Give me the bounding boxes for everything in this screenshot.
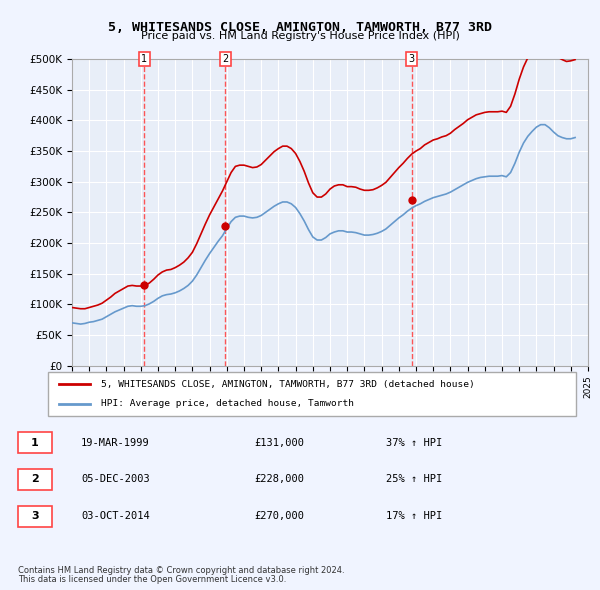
Text: £228,000: £228,000 <box>254 474 304 484</box>
Text: 37% ↑ HPI: 37% ↑ HPI <box>386 438 443 448</box>
Text: 1: 1 <box>31 438 39 448</box>
Text: 5, WHITESANDS CLOSE, AMINGTON, TAMWORTH, B77 3RD: 5, WHITESANDS CLOSE, AMINGTON, TAMWORTH,… <box>108 21 492 34</box>
Text: 1: 1 <box>142 54 148 64</box>
Text: 3: 3 <box>409 54 415 64</box>
FancyBboxPatch shape <box>48 372 576 416</box>
Text: 25% ↑ HPI: 25% ↑ HPI <box>386 474 443 484</box>
Text: 03-OCT-2014: 03-OCT-2014 <box>81 511 150 521</box>
Text: 3: 3 <box>31 511 39 521</box>
Text: £270,000: £270,000 <box>254 511 304 521</box>
Text: Contains HM Land Registry data © Crown copyright and database right 2024.: Contains HM Land Registry data © Crown c… <box>18 566 344 575</box>
Text: 19-MAR-1999: 19-MAR-1999 <box>81 438 150 448</box>
FancyBboxPatch shape <box>18 469 52 490</box>
FancyBboxPatch shape <box>18 506 52 526</box>
FancyBboxPatch shape <box>18 432 52 453</box>
Text: Price paid vs. HM Land Registry's House Price Index (HPI): Price paid vs. HM Land Registry's House … <box>140 31 460 41</box>
Text: 2: 2 <box>31 474 39 484</box>
Text: 05-DEC-2003: 05-DEC-2003 <box>81 474 150 484</box>
Text: 5, WHITESANDS CLOSE, AMINGTON, TAMWORTH, B77 3RD (detached house): 5, WHITESANDS CLOSE, AMINGTON, TAMWORTH,… <box>101 379 475 389</box>
Text: £131,000: £131,000 <box>254 438 304 448</box>
Text: 17% ↑ HPI: 17% ↑ HPI <box>386 511 443 521</box>
Text: 2: 2 <box>222 54 229 64</box>
Text: This data is licensed under the Open Government Licence v3.0.: This data is licensed under the Open Gov… <box>18 575 286 584</box>
Text: HPI: Average price, detached house, Tamworth: HPI: Average price, detached house, Tamw… <box>101 399 354 408</box>
